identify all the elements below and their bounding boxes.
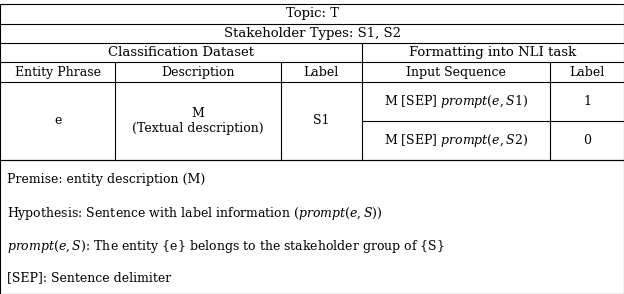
Text: Label: Label	[304, 66, 339, 78]
Text: Entity Phrase: Entity Phrase	[15, 66, 100, 78]
Text: $\mathit{prompt}(e, S)$: The entity {e} belongs to the stakeholder group of {S}: $\mathit{prompt}(e, S)$: The entity {e} …	[7, 238, 446, 255]
Text: Topic: T: Topic: T	[286, 7, 338, 21]
Text: M [SEP] $\mathit{prompt}(e, S2)$: M [SEP] $\mathit{prompt}(e, S2)$	[384, 132, 528, 149]
Text: M [SEP] $\mathit{prompt}(e, S1)$: M [SEP] $\mathit{prompt}(e, S1)$	[384, 93, 528, 110]
Text: M
(Textual description): M (Textual description)	[132, 107, 264, 135]
Text: [SEP]: Sentence delimiter: [SEP]: Sentence delimiter	[7, 271, 172, 284]
Text: Classification Dataset: Classification Dataset	[108, 46, 254, 59]
Text: Hypothesis: Sentence with label information ($\mathit{prompt}(e, S)$): Hypothesis: Sentence with label informat…	[7, 205, 383, 222]
Text: Label: Label	[570, 66, 605, 78]
Text: 0: 0	[583, 134, 591, 147]
Text: S1: S1	[313, 114, 329, 128]
Text: Stakeholder Types: S1, S2: Stakeholder Types: S1, S2	[223, 26, 401, 40]
Text: 1: 1	[583, 95, 591, 108]
Bar	[0, 4, 624, 160]
Text: Input Sequence: Input Sequence	[406, 66, 506, 78]
Text: Formatting into NLI task: Formatting into NLI task	[409, 46, 577, 59]
Text: Premise: entity description (M): Premise: entity description (M)	[7, 173, 206, 186]
Bar	[0, 160, 624, 294]
Text: e: e	[54, 114, 61, 128]
Text: Description: Description	[162, 66, 235, 78]
